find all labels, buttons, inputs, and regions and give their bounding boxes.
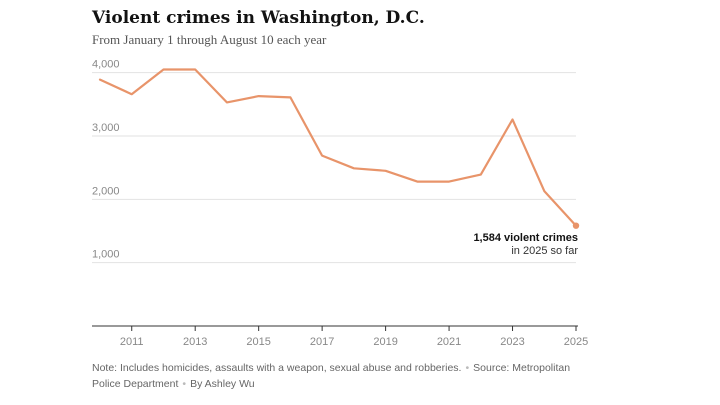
byline-text: By Ashley Wu — [190, 378, 255, 390]
chart-subtitle: From January 1 through August 10 each ye… — [92, 32, 327, 47]
x-tick-labels: 2011 2013 2015 2017 2019 2021 2023 2025 — [120, 326, 588, 348]
y-tick-labels: 1,000 2,000 3,000 4,000 — [92, 59, 120, 261]
source-text: Source: Metropolitan Police Department — [92, 362, 571, 390]
y-tick-label: 1,000 — [92, 249, 120, 261]
x-tick-label: 2015 — [246, 336, 270, 348]
series-layer — [98, 68, 580, 229]
footnote: Note: Includes homicides, assaults with … — [92, 360, 572, 392]
annotation: 1,584 violent crimes in 2025 so far — [473, 232, 578, 257]
x-tick-label: 2021 — [437, 336, 461, 348]
y-tick-label: 2,000 — [92, 185, 120, 197]
note-text: Note: Includes homicides, assaults with … — [92, 362, 462, 374]
separator-dot: • — [465, 362, 470, 374]
y-tick-label: 3,000 — [92, 122, 120, 134]
separator-dot: • — [182, 378, 187, 390]
x-tick-label: 2025 — [564, 336, 588, 348]
x-tick-label: 2017 — [310, 336, 334, 348]
gridlines — [92, 72, 576, 264]
annotation-detail-label: in 2025 so far — [511, 245, 578, 257]
x-tick-label: 2011 — [120, 336, 144, 348]
annotation-value-label: 1,584 violent crimes — [473, 232, 578, 244]
last-point-marker — [572, 222, 580, 229]
series-line — [98, 68, 578, 227]
x-tick-label: 2019 — [373, 336, 397, 348]
chart-title: Violent crimes in Washington, D.C. — [92, 8, 425, 28]
x-tick-label: 2013 — [183, 336, 207, 348]
y-tick-label: 4,000 — [92, 59, 120, 71]
x-tick-label: 2023 — [500, 336, 524, 348]
